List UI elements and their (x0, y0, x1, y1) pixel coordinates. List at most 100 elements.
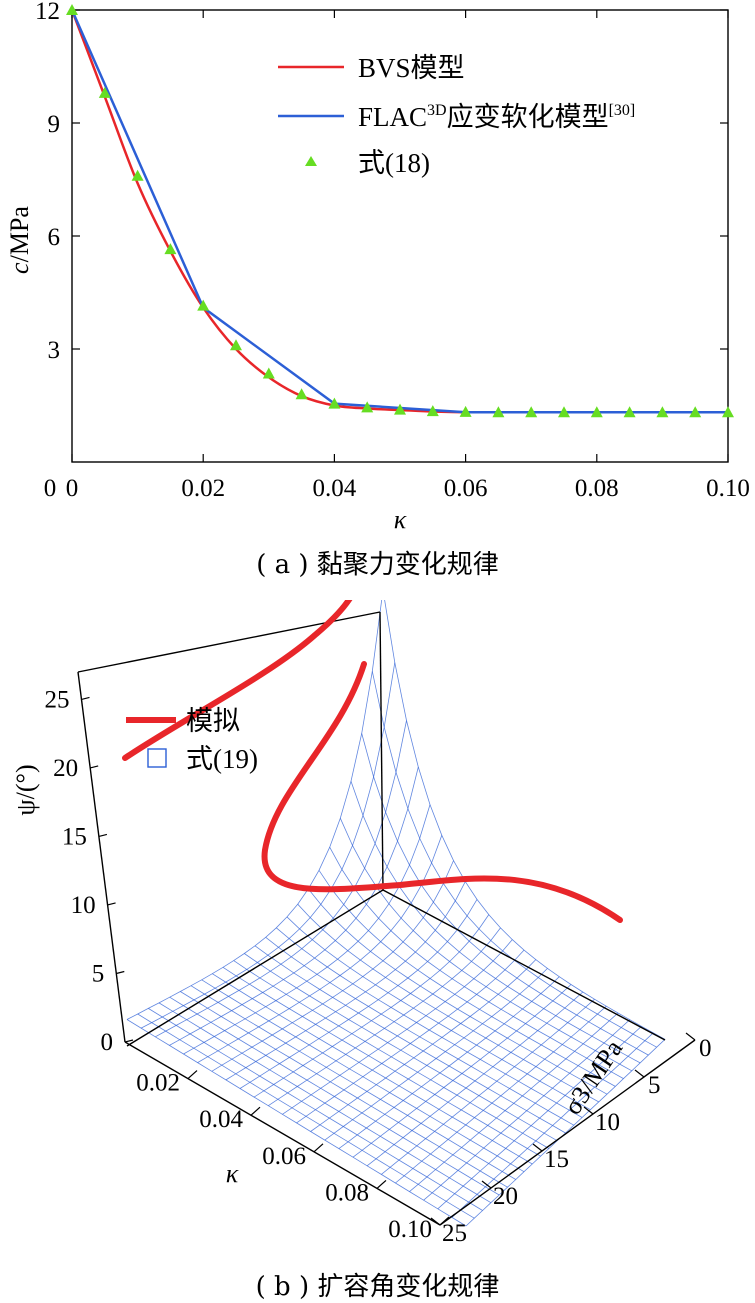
legend-marker-eq18 (305, 156, 317, 166)
x-tick-b (439, 1216, 450, 1226)
data-point-eq18 (262, 367, 275, 379)
simulated-curve (122, 600, 623, 923)
legend-label-eq18: 式(18) (358, 148, 430, 178)
data-point-eq18 (230, 339, 242, 351)
mesh-line-v (239, 899, 478, 1089)
x-tick-label: 0.02 (181, 475, 225, 502)
y-tick-label: 0 (44, 475, 57, 502)
z-axis-label: ψ/(°) (11, 764, 40, 815)
legend-swatch-eq19 (147, 748, 167, 768)
x-tick-label: 0.04 (313, 475, 357, 502)
data-point-eq18 (328, 397, 341, 409)
mesh-line-v (409, 1012, 619, 1192)
data-point-eq18 (66, 4, 78, 15)
mesh-line-v (155, 720, 407, 1038)
z-tick-label: 15 (62, 823, 87, 850)
mesh-line-v (253, 914, 490, 1098)
mesh-line-v (395, 1005, 607, 1184)
dilation-angle-chart: 模拟 式(19) 0 5 10 15 20 25 0.02 0.04 0.06 0.08 0.10… (11, 600, 712, 1247)
x-tick-label: 0 (66, 475, 79, 502)
z-tick (90, 765, 99, 769)
data-point-eq18 (525, 406, 538, 418)
mesh-line-v (352, 984, 572, 1158)
mesh-line-v (197, 835, 443, 1063)
z-tick (124, 1039, 134, 1043)
y-tick-b (685, 1032, 696, 1041)
mesh-line-v (423, 1019, 631, 1201)
mesh-line-v (451, 1032, 654, 1218)
mesh-line-v (310, 959, 537, 1132)
data-point-eq18 (361, 401, 374, 413)
mesh-line-u (201, 979, 525, 1173)
mesh-line-u (212, 973, 533, 1165)
z-tick-label: 5 (92, 960, 105, 987)
data-point-eq18 (459, 405, 472, 417)
mesh-line-v (324, 968, 548, 1141)
x-tick-label: 0.06 (444, 475, 488, 502)
legend-label-bvs: BVS模型 (358, 53, 465, 83)
mesh-line-v (169, 766, 419, 1046)
z-tick-label: 25 (44, 686, 69, 713)
x-tick-label: 0.10 (706, 475, 750, 502)
mesh-line-v (366, 991, 584, 1167)
mesh-line-v (282, 939, 513, 1115)
legend-label-flac: FLAC3D应变软化模型[30] (358, 102, 635, 132)
y-tick-label: 3 (48, 337, 61, 364)
x-tick-label-b: 0.10 (388, 1216, 432, 1243)
caption-a: ( a ) 黏聚力变化规律 (256, 550, 499, 580)
data-point-eq18 (295, 388, 308, 400)
mesh-line-u (222, 966, 541, 1157)
mesh-line-v (381, 998, 595, 1175)
y-tick-label-b: 0 (699, 1035, 712, 1062)
data-point-eq18 (394, 403, 406, 415)
mesh-line-v (296, 949, 525, 1124)
y-tick-label-b: 20 (493, 1183, 518, 1210)
x-tick-label: 0.08 (575, 475, 619, 502)
data-point-eq18 (164, 243, 177, 255)
data-point-eq18 (656, 406, 669, 418)
mesh-line-v (140, 662, 396, 1029)
x-axis-label-b: κ (226, 1159, 239, 1188)
z-tick (98, 833, 108, 838)
mesh-line-u (233, 960, 550, 1149)
x-tick-b (313, 1143, 324, 1153)
mesh-line-v (211, 860, 454, 1072)
legend-b: 模拟 式(19) (126, 706, 258, 774)
x-tick-label-b: 0.08 (325, 1179, 369, 1206)
mesh-line-u (244, 953, 558, 1142)
data-point-eq18 (426, 405, 439, 417)
legend-label-simulated: 模拟 (186, 706, 240, 736)
simulated-curve-upper (122, 600, 353, 761)
axes-box (77, 611, 696, 1226)
data-point-eq18 (623, 406, 636, 418)
mesh-line-u (180, 991, 508, 1188)
data-point-eq18 (131, 169, 144, 181)
legend-label-eq19: 式(19) (186, 744, 258, 774)
caption-b: ( b ) 扩容角变化规律 (255, 1272, 500, 1302)
y-tick-label: 9 (48, 111, 61, 138)
y-tick-label-b: 5 (648, 1072, 661, 1099)
y-axis-label: c/MPa (5, 206, 34, 274)
x-tick-b (376, 1179, 387, 1189)
x-tick-b (250, 1106, 261, 1116)
mesh-line-v (437, 1026, 642, 1210)
y-tick-label-b: 10 (595, 1109, 620, 1136)
data-point-eq18 (722, 406, 734, 418)
y-tick-label: 12 (35, 0, 60, 25)
x-tick-label-b: 0.02 (136, 1070, 180, 1097)
z-tick (116, 970, 125, 975)
z-tick-label: 0 (101, 1029, 114, 1056)
mesh-line-v (225, 881, 466, 1081)
legend: BVS模型 FLAC3D应变软化模型[30] 式(18) (278, 53, 635, 178)
mesh-line-v (465, 1039, 666, 1227)
y-tick-b (532, 1143, 543, 1152)
data-point-eq18 (689, 406, 702, 418)
x-axis-label: κ (394, 505, 407, 534)
data-point-eq18 (98, 86, 111, 98)
y-tick-b (430, 1217, 441, 1226)
cohesion-chart: 0 0.02 0.04 0.06 0.08 0.10 3 6 9 12 0 BVS模型 FLAC3D… (5, 0, 750, 534)
y-tick-label-b: 15 (544, 1146, 569, 1173)
data-point-eq18 (492, 406, 505, 418)
x-tick-label-b: 0.04 (199, 1106, 243, 1133)
y-tick-b (481, 1180, 492, 1189)
